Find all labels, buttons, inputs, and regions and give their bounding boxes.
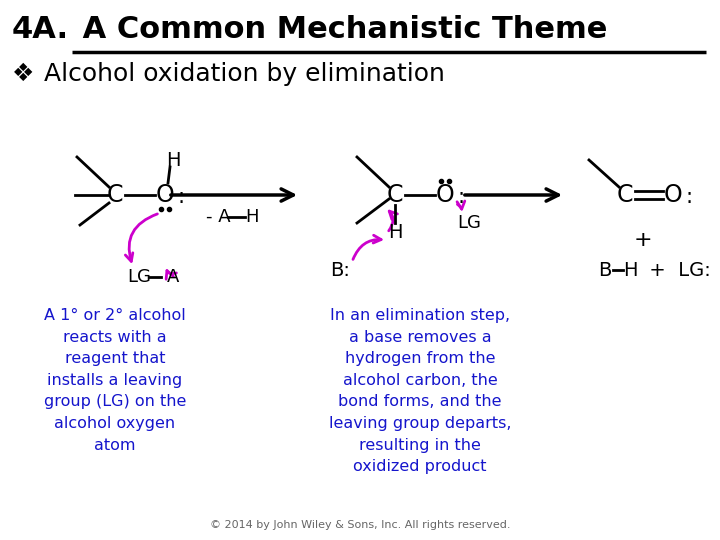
Text: H: H (388, 224, 402, 242)
FancyArrowPatch shape (353, 235, 381, 259)
Text: C: C (107, 183, 123, 207)
Text: LG: LG (457, 214, 481, 232)
FancyArrowPatch shape (125, 214, 158, 261)
Text: B:: B: (330, 260, 350, 280)
FancyArrowPatch shape (389, 211, 397, 231)
Text: Alcohol oxidation by elimination: Alcohol oxidation by elimination (36, 62, 445, 86)
Text: In an elimination step,
a base removes a
hydrogen from the
alcohol carbon, the
b: In an elimination step, a base removes a… (329, 308, 511, 474)
Text: +: + (634, 230, 652, 250)
Text: C: C (617, 183, 634, 207)
Text: O: O (156, 183, 174, 207)
Text: :: : (685, 187, 693, 207)
Text: H: H (623, 260, 637, 280)
Text: ❖: ❖ (12, 62, 35, 86)
Text: H: H (246, 208, 258, 226)
FancyArrowPatch shape (457, 201, 465, 209)
Text: :: : (178, 187, 184, 207)
Text: LG: LG (127, 268, 151, 286)
Text: A: A (167, 268, 179, 286)
Text: O: O (664, 183, 683, 207)
Text: O: O (436, 183, 454, 207)
Text: :: : (457, 187, 464, 207)
Text: - A: - A (206, 208, 230, 226)
Text: A Common Mechanistic Theme: A Common Mechanistic Theme (72, 15, 608, 44)
Text: B: B (598, 260, 612, 280)
Text: +  LG:: + LG: (643, 260, 711, 280)
Text: 4A.: 4A. (12, 15, 69, 44)
Text: C: C (387, 183, 403, 207)
Text: A 1° or 2° alcohol
reacts with a
reagent that
installs a leaving
group (LG) on t: A 1° or 2° alcohol reacts with a reagent… (44, 308, 186, 453)
Text: © 2014 by John Wiley & Sons, Inc. All rights reserved.: © 2014 by John Wiley & Sons, Inc. All ri… (210, 520, 510, 530)
FancyArrowPatch shape (166, 271, 176, 279)
Text: H: H (166, 151, 180, 170)
